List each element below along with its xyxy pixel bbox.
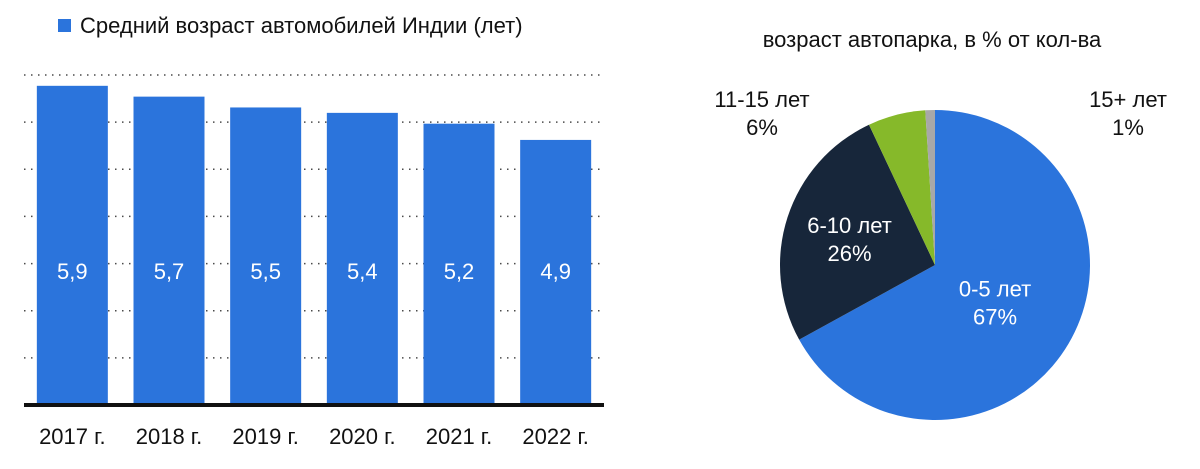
pie-slice-name: 0-5 лет bbox=[959, 277, 1031, 302]
bar-value-label: 5,7 bbox=[154, 259, 185, 284]
bar-value-label: 5,2 bbox=[444, 259, 475, 284]
bar-value-label: 5,4 bbox=[347, 259, 378, 284]
bar-value-label: 4,9 bbox=[540, 259, 571, 284]
legend-label: Средний возраст автомобилей Индии (лет) bbox=[80, 13, 523, 38]
x-tick-label: 2020 г. bbox=[329, 424, 396, 449]
gridlines bbox=[24, 74, 604, 359]
legend-swatch bbox=[58, 19, 71, 32]
pie-slice bbox=[780, 124, 935, 340]
pie-slice-percent: 6% bbox=[746, 115, 778, 140]
pie-slice-name: 6-10 лет bbox=[807, 213, 892, 238]
bar bbox=[326, 112, 398, 406]
pie-title: возраст автопарка, в % от кол-ва bbox=[763, 27, 1102, 52]
x-tick-label: 2018 г. bbox=[136, 424, 203, 449]
pie-slice-name: 15+ лет bbox=[1089, 87, 1167, 112]
bar bbox=[520, 139, 592, 405]
pie-slice-percent: 26% bbox=[827, 241, 871, 266]
pie-slice bbox=[925, 110, 935, 265]
pie-slice-percent: 1% bbox=[1112, 115, 1144, 140]
pie-slice bbox=[869, 110, 935, 266]
pie-slice-percent: 67% bbox=[973, 305, 1017, 330]
bars: 5,9 5,7 5,5 5,4 5,2 4,9 bbox=[36, 85, 592, 406]
bar bbox=[133, 96, 205, 405]
pie-slices bbox=[780, 110, 1090, 421]
x-tick-label: 2017 г. bbox=[39, 424, 106, 449]
bar-chart: Средний возраст автомобилей Индии (лет) … bbox=[24, 13, 604, 449]
bar bbox=[423, 123, 495, 405]
pie-labels: 0-5 лет 67% 6-10 лет 26% 11-15 лет 6% 15+ лет 1… bbox=[714, 87, 1167, 330]
pie-slice bbox=[799, 110, 1090, 421]
x-tick-label: 2019 г. bbox=[232, 424, 299, 449]
pie-slice-name: 11-15 лет bbox=[714, 87, 809, 112]
bar-value-label: 5,9 bbox=[57, 259, 88, 284]
pie-chart-panel: возраст автопарка, в % от кол-ва 0-5 лет… bbox=[640, 0, 1200, 464]
bar bbox=[230, 107, 302, 405]
bar-value-label: 5,5 bbox=[250, 259, 281, 284]
x-tick-label: 2021 г. bbox=[426, 424, 493, 449]
x-tick-label: 2022 г. bbox=[522, 424, 589, 449]
x-tick-labels: 2017 г. 2018 г. 2019 г. 2020 г. 2021 г. 2022 … bbox=[39, 424, 589, 449]
bar bbox=[36, 85, 108, 405]
pie-chart: возраст автопарка, в % от кол-ва 0-5 лет… bbox=[714, 27, 1167, 421]
bar-chart-panel: Средний возраст автомобилей Индии (лет) … bbox=[24, 13, 604, 449]
